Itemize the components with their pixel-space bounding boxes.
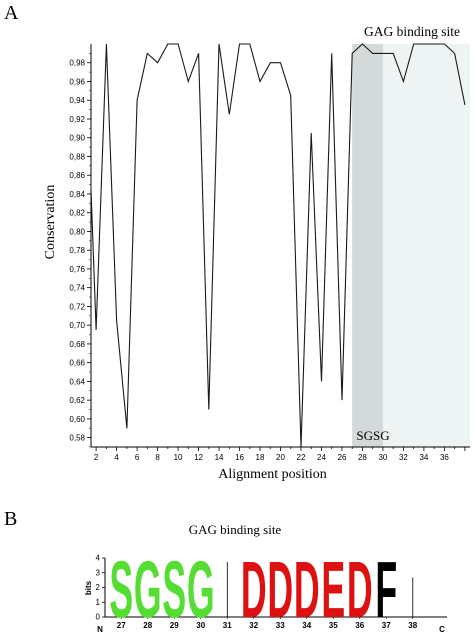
y-tick-label: 0,80 (69, 227, 85, 236)
y-tick-label: 0,64 (69, 377, 85, 386)
panel-a-label: A (4, 2, 19, 24)
logo-y-tick-label: 0 (96, 613, 101, 622)
logo-letter: D (294, 546, 320, 635)
x-tick-label: 24 (317, 453, 326, 462)
x-axis-label: Alignment position (218, 467, 327, 482)
y-tick-label: 0,82 (69, 209, 85, 218)
logo-position-label: 36 (355, 621, 364, 630)
y-tick-label: 0,84 (69, 190, 85, 199)
logo-position-label: 27 (117, 621, 126, 630)
y-tick-label: 0,92 (69, 115, 85, 124)
panel-b-label: B (4, 508, 18, 530)
logo-c-label: C (439, 625, 445, 634)
y-tick-label: 0,68 (69, 340, 85, 349)
x-tick-label: 34 (419, 453, 428, 462)
x-tick-label: 10 (174, 453, 183, 462)
logo-position-label: 29 (170, 621, 179, 630)
logo-letter: G (187, 545, 215, 636)
logo-y-tick-label: 2 (96, 583, 101, 592)
x-tick-label: 6 (135, 453, 140, 462)
y-tick-label: 0,74 (69, 284, 85, 293)
sgsg-region (352, 44, 383, 447)
y-tick-label: 0,72 (69, 302, 85, 311)
logo-position-label: 35 (329, 621, 338, 630)
y-tick-label: 0,58 (69, 434, 85, 443)
x-tick-label: 14 (215, 453, 224, 462)
y-tick-label: 0,94 (69, 96, 85, 105)
logo-y-tick-label: 3 (96, 568, 101, 577)
y-axis-label: Conservation (43, 185, 58, 260)
x-tick-label: 20 (276, 453, 285, 462)
y-tick-label: 0,98 (69, 59, 85, 68)
y-tick-label: 0,62 (69, 396, 85, 405)
y-tick-label: 0,88 (69, 152, 85, 161)
logo-position-label: 32 (249, 621, 258, 630)
y-tick-label: 0,66 (69, 359, 85, 368)
x-tick-label: 22 (297, 453, 306, 462)
logo-title: GAG binding site (189, 522, 282, 537)
logo-y-tick-label: 4 (96, 554, 101, 563)
logo-position-label: 37 (382, 621, 391, 630)
y-tick-label: 0,86 (69, 171, 85, 180)
y-tick-label: 0,60 (69, 415, 85, 424)
x-tick-label: 4 (114, 453, 119, 462)
logo-letter: E (321, 546, 345, 635)
x-tick-label: 12 (194, 453, 203, 462)
logo-position-label: 31 (223, 621, 232, 630)
conservation-line (91, 43, 466, 448)
logo-letter: I (412, 565, 414, 630)
logo-letter: S (109, 545, 133, 636)
logo-position-label: 34 (302, 621, 311, 630)
y-tick-label: 0,96 (69, 77, 85, 86)
logo-n-label: N (97, 625, 103, 634)
logo-position-label: 28 (143, 621, 152, 630)
logo-y-axis-label: bits (84, 580, 93, 595)
x-tick-label: 36 (440, 453, 449, 462)
x-tick-label: 18 (256, 453, 265, 462)
logo-letter: D (241, 546, 267, 635)
logo-position-label: 30 (196, 621, 205, 630)
y-tick-label: 0,76 (69, 265, 85, 274)
x-tick-label: 16 (235, 453, 244, 462)
x-tick-label: 26 (338, 453, 347, 462)
logo-letter: D (267, 546, 293, 635)
logo-letter: S (162, 545, 186, 636)
logo-letter: F (375, 546, 397, 635)
x-tick-label: 32 (399, 453, 408, 462)
logo-letter: D (347, 546, 373, 635)
x-tick-label: 8 (155, 453, 160, 462)
logo-letter: I (226, 546, 228, 635)
sgsg-annotation: SGSG (356, 428, 389, 443)
logo-letter: G (134, 545, 162, 636)
x-tick-label: 30 (378, 453, 387, 462)
gag-binding-site-annotation: GAG binding site (364, 24, 460, 39)
x-tick-label: 28 (358, 453, 367, 462)
y-tick-label: 0,78 (69, 246, 85, 255)
y-tick-label: 0,90 (69, 134, 85, 143)
y-tick-label: 0,70 (69, 321, 85, 330)
x-tick-label: 2 (94, 453, 99, 462)
logo-y-tick-label: 1 (96, 598, 101, 607)
logo-position-label: 33 (276, 621, 285, 630)
logo-position-label: 38 (408, 621, 417, 630)
